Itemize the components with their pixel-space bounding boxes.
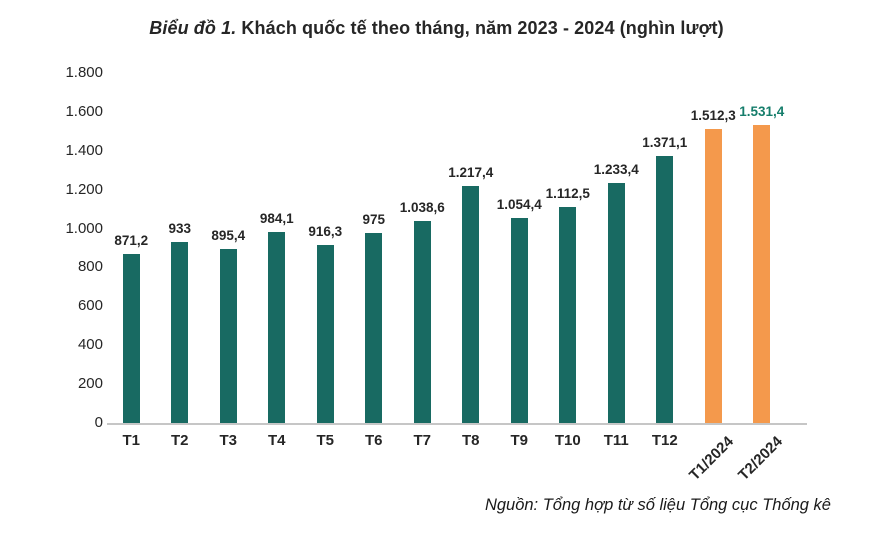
bar	[413, 221, 431, 423]
x-tick-label: T12	[651, 432, 678, 449]
bar-value-label: 1.531,4	[739, 104, 785, 120]
bar	[607, 183, 625, 423]
bar-value-label: 1.217,4	[448, 165, 494, 181]
x-tick-label: T6	[364, 432, 383, 449]
y-tick-label: 1.200	[65, 180, 103, 198]
y-tick-label: 0	[94, 414, 103, 431]
x-tick-label: T4	[267, 432, 286, 449]
bar	[510, 217, 528, 423]
x-tick-label: T11	[603, 432, 629, 449]
y-tick-label: 200	[77, 375, 103, 393]
bar	[559, 206, 577, 423]
bar-value-label: 916,3	[308, 223, 343, 239]
bar-value-label: 895,4	[211, 227, 246, 243]
bar-value-label: 933	[168, 220, 192, 236]
bar-value-label: 984,1	[259, 210, 294, 226]
y-tick-label: 1.600	[65, 102, 103, 120]
bar-value-label: 1.233,4	[593, 162, 639, 178]
bar	[704, 128, 722, 423]
bar-value-label: 1.112,5	[545, 185, 590, 201]
bar	[122, 253, 140, 423]
bar	[316, 244, 334, 423]
bar-value-label: 1.371,1	[642, 135, 688, 151]
x-tick-label: T9	[510, 432, 528, 449]
chart-title-text: Khách quốc tế theo tháng, năm 2023 - 202…	[236, 18, 724, 38]
bar	[462, 186, 480, 423]
x-tick-label: T7	[413, 432, 431, 449]
x-tick-label: T2	[170, 432, 189, 449]
bar-value-label: 1.054,4	[496, 196, 542, 212]
x-axis-line	[107, 423, 807, 425]
y-tick-label: 800	[77, 258, 103, 276]
bar	[268, 231, 286, 423]
y-tick-label: 1.000	[65, 219, 103, 237]
y-tick-label: 1.400	[65, 141, 103, 159]
bar	[365, 233, 383, 423]
bar	[753, 125, 771, 423]
chart-title-prefix: Biểu đồ 1.	[149, 18, 237, 38]
bar	[656, 156, 674, 423]
bar-value-label: 1.038,6	[399, 200, 445, 216]
bar	[171, 241, 189, 423]
x-tick-label: T1	[122, 432, 140, 449]
x-tick-label: T10	[554, 432, 581, 449]
x-tick-label: T8	[461, 432, 480, 449]
bar-value-label: 1.512,3	[690, 107, 736, 123]
y-tick-label: 400	[77, 336, 103, 354]
x-tick-label: T2/2024	[734, 433, 786, 484]
x-tick-label: T5	[316, 432, 334, 449]
bar-value-label: 871,2	[114, 232, 149, 248]
chart-title: Biểu đồ 1. Khách quốc tế theo tháng, năm…	[0, 18, 873, 39]
bar-value-label: 975	[362, 212, 386, 228]
x-tick-label: T3	[219, 432, 237, 449]
y-tick-label: 600	[77, 297, 103, 315]
bar	[219, 248, 237, 423]
y-tick-label: 1.800	[65, 64, 103, 81]
source-note: Nguồn: Tổng hợp từ số liệu Tổng cục Thốn…	[484, 496, 831, 514]
